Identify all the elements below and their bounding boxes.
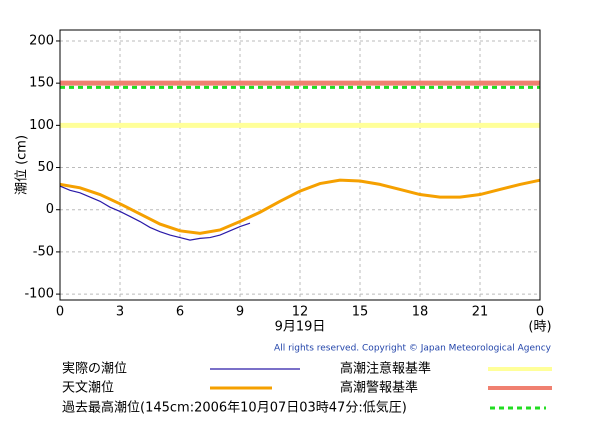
legend-label: 実際の潮位 — [62, 361, 127, 377]
y-tick-label: 0 — [46, 202, 54, 217]
x-tick-label: 15 — [352, 305, 369, 320]
y-tick-label: 50 — [37, 160, 54, 175]
series-line — [59, 185, 251, 241]
x-tick-label: 6 — [176, 305, 184, 320]
x-tick-label: 21 — [472, 305, 489, 320]
grid — [59, 30, 541, 300]
x-tick-label: 9 — [236, 305, 244, 320]
y-axis-label: 潮位 (cm) — [15, 135, 30, 195]
marks — [59, 80, 541, 241]
x-tick-label: 3 — [116, 305, 124, 320]
x-tick-label: 18 — [412, 305, 429, 320]
series-line — [59, 178, 541, 235]
y-tick-label: 200 — [29, 33, 54, 48]
copyright: All rights reserved. Copyright © Japan M… — [274, 344, 552, 354]
legend-label: 高潮警報基準 — [340, 380, 418, 396]
x-tick-label: 12 — [292, 305, 309, 320]
y-tick-label: 150 — [29, 76, 54, 91]
legend-label: 高潮注意報基準 — [340, 361, 431, 377]
x-tick-label: 0 — [536, 305, 544, 320]
x-axis-label: 9月19日 — [275, 320, 326, 335]
legend-label: 過去最高潮位(145cm:2006年10月07日03時47分:低気圧) — [62, 400, 407, 416]
x-tick-label: 0 — [56, 305, 64, 320]
legend-label: 天文潮位 — [62, 381, 114, 396]
y-tick-label: 100 — [29, 118, 54, 133]
x-axis-unit: (時) — [528, 320, 551, 335]
y-tick-label: -100 — [24, 287, 54, 302]
y-tick-label: -50 — [33, 244, 54, 259]
plot-border — [59, 29, 541, 301]
